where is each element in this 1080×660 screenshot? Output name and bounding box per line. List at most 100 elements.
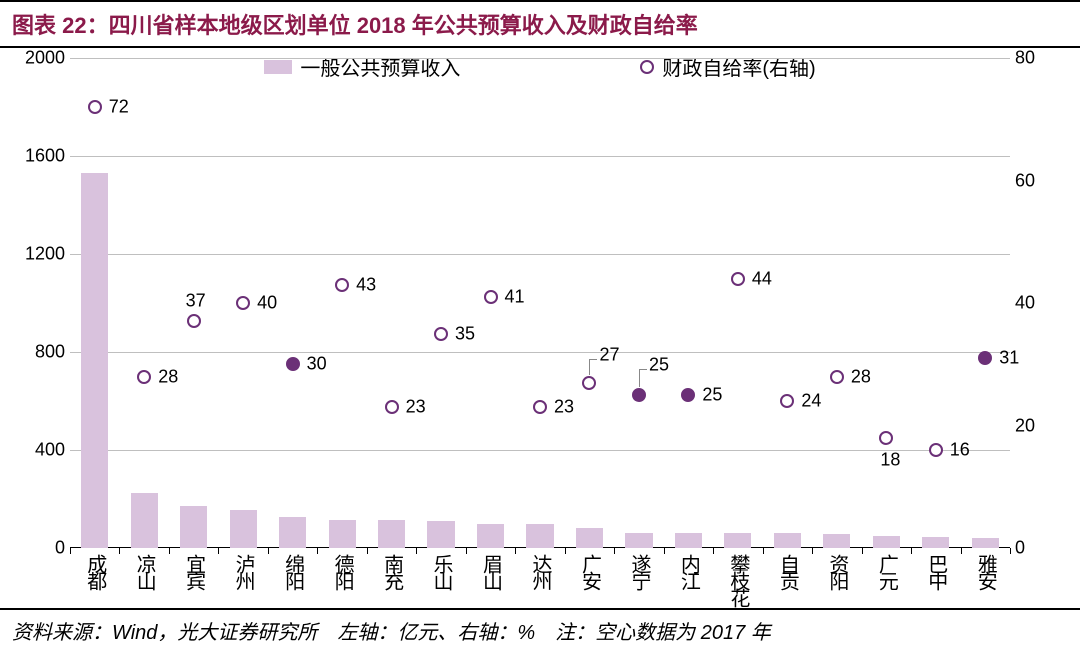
- scatter-marker: [187, 314, 201, 328]
- y-left-tick: 2000: [10, 48, 65, 69]
- data-label: 23: [406, 397, 426, 418]
- data-label: 25: [702, 384, 722, 405]
- y-left-tick: 400: [10, 440, 65, 461]
- data-label: 31: [999, 348, 1019, 369]
- scatter-marker: [632, 388, 646, 402]
- x-label: 泸州: [233, 554, 253, 588]
- data-label: 40: [257, 293, 277, 314]
- scatter-marker: [335, 278, 349, 292]
- data-label: 28: [851, 366, 871, 387]
- scatter-marker: [780, 394, 794, 408]
- scatter-marker: [385, 400, 399, 414]
- y-left-tick: 800: [10, 342, 65, 363]
- x-label: 资阳: [827, 554, 847, 588]
- bar: [774, 533, 801, 548]
- scatter-marker: [731, 272, 745, 286]
- x-label: 凉山: [134, 554, 154, 588]
- grid-line: [70, 254, 1010, 255]
- bar: [81, 173, 108, 548]
- x-label: 达州: [530, 554, 550, 588]
- x-label: 自贡: [777, 554, 797, 588]
- x-label: 南充: [382, 554, 402, 588]
- x-label: 广元: [876, 554, 896, 588]
- leader-line: [589, 359, 590, 375]
- scatter-marker: [929, 443, 943, 457]
- data-label: 35: [455, 323, 475, 344]
- chart-footer: 资料来源：Wind，光大证券研究所 左轴：亿元、右轴：% 注：空心数据为 201…: [0, 608, 1080, 651]
- data-label: 23: [554, 397, 574, 418]
- scatter-marker: [236, 296, 250, 310]
- data-label: 24: [801, 391, 821, 412]
- x-label: 雅安: [975, 554, 995, 588]
- chart-container: 图表 22：四川省样本地级区划单位 2018 年公共预算收入及财政自给率 一般公…: [0, 0, 1080, 660]
- y-right-tick: 60: [1015, 170, 1070, 191]
- bar: [329, 520, 356, 548]
- data-label: 27: [599, 344, 619, 365]
- data-label: 30: [307, 354, 327, 375]
- scatter-marker: [484, 290, 498, 304]
- x-label: 眉山: [481, 554, 501, 588]
- bar: [526, 524, 553, 549]
- bar: [724, 533, 751, 548]
- y-right-tick: 20: [1015, 415, 1070, 436]
- y-left-tick: 1600: [10, 146, 65, 167]
- x-label: 绵阳: [283, 554, 303, 588]
- grid-line: [70, 156, 1010, 157]
- leader-line: [639, 369, 647, 370]
- bar: [427, 521, 454, 548]
- data-label: 37: [186, 291, 206, 312]
- leader-line: [589, 359, 597, 360]
- y-right-tick: 80: [1015, 48, 1070, 69]
- bar: [576, 528, 603, 548]
- scatter-marker: [286, 357, 300, 371]
- y-left-tick: 0: [10, 538, 65, 559]
- title-prefix: 图表 22：: [12, 13, 109, 38]
- data-label: 18: [880, 449, 900, 470]
- x-label: 广安: [579, 554, 599, 588]
- bar: [180, 506, 207, 548]
- y-axis-left: 0400800120016002000: [10, 58, 70, 548]
- data-label: 44: [752, 268, 772, 289]
- bar: [230, 510, 257, 548]
- y-axis-right: 020406080: [1010, 58, 1070, 548]
- x-label: 攀枝花: [728, 554, 748, 605]
- data-label: 41: [505, 286, 525, 307]
- scatter-marker: [533, 400, 547, 414]
- data-label: 25: [649, 354, 669, 375]
- chart-title: 图表 22：四川省样本地级区划单位 2018 年公共预算收入及财政自给率: [0, 0, 1080, 48]
- scatter-marker: [879, 431, 893, 445]
- bar: [823, 534, 850, 548]
- x-label: 乐山: [431, 554, 451, 588]
- bar: [279, 517, 306, 548]
- y-right-tick: 40: [1015, 293, 1070, 314]
- bar: [477, 524, 504, 549]
- x-label: 内江: [678, 554, 698, 588]
- grid-line: [70, 352, 1010, 353]
- bar: [378, 520, 405, 548]
- data-label: 28: [158, 366, 178, 387]
- grid-line: [70, 58, 1010, 59]
- bar: [675, 533, 702, 548]
- x-label: 成都: [85, 554, 105, 588]
- scatter-marker: [582, 376, 596, 390]
- scatter-marker: [830, 370, 844, 384]
- data-label: 72: [109, 97, 129, 118]
- bar: [131, 493, 158, 548]
- plot-area: 72283740304323354123272525442428181631: [70, 58, 1010, 548]
- y-left-tick: 1200: [10, 244, 65, 265]
- bar: [972, 538, 999, 548]
- data-label: 16: [950, 440, 970, 461]
- data-label: 43: [356, 274, 376, 295]
- leader-line: [639, 369, 640, 387]
- scatter-marker: [88, 100, 102, 114]
- grid-line: [70, 450, 1010, 451]
- scatter-marker: [434, 327, 448, 341]
- bar: [873, 536, 900, 548]
- scatter-marker: [137, 370, 151, 384]
- x-label: 德阳: [332, 554, 352, 588]
- title-text: 四川省样本地级区划单位 2018 年公共预算收入及财政自给率: [109, 13, 698, 38]
- chart-area: 一般公共预算收入 财政自给率(右轴) 0400800120016002000 0…: [10, 48, 1070, 608]
- x-label: 遂宁: [629, 554, 649, 588]
- scatter-marker: [978, 351, 992, 365]
- bar: [625, 533, 652, 548]
